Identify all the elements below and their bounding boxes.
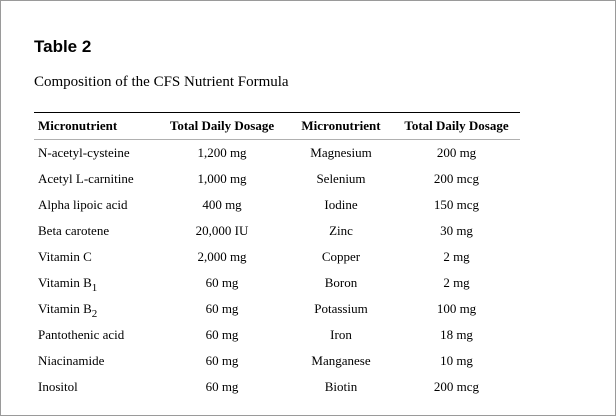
cell-micronutrient-1: Alpha lipoic acid xyxy=(34,192,155,218)
cell-micronutrient-1: Inositol xyxy=(34,374,155,400)
cell-micronutrient-1: Acetyl L-carnitine xyxy=(34,166,155,192)
micronutrient-name: Alpha lipoic acid xyxy=(38,197,128,212)
table-body: N-acetyl-cysteine 1,200 mg Magnesium 200 mg… xyxy=(34,140,520,401)
cell-dosage-1: 1,200 mg xyxy=(197,145,247,160)
cell-dosage-1: 60 mg xyxy=(205,327,239,342)
micronutrient-name: N-acetyl-cysteine xyxy=(38,145,130,160)
table-row: Vitamin C 2,000 mg Copper 2 mg xyxy=(34,244,520,270)
table-row: Alpha lipoic acid 400 mg Iodine 150 mcg xyxy=(34,192,520,218)
cell-dosage-2: 200 mcg xyxy=(433,171,480,186)
cell-dosage-2: 2 mg xyxy=(443,249,470,264)
cell-dosage-2: 150 mcg xyxy=(433,197,480,212)
cell-micronutrient-1: Niacinamide xyxy=(34,348,155,374)
micronutrient-name: Vitamin B xyxy=(38,275,92,290)
cell-dosage-1: 20,000 IU xyxy=(195,223,249,238)
header-micronutrient-2: Micronutrient xyxy=(301,118,381,133)
cell-dosage-1: 60 mg xyxy=(205,379,239,394)
micronutrient-name: Beta carotene xyxy=(38,223,110,238)
cell-dosage-1: 60 mg xyxy=(205,301,239,316)
table-row: Acetyl L-carnitine 1,000 mg Selenium 200 mc… xyxy=(34,166,520,192)
micronutrient-name: Vitamin B xyxy=(38,301,92,316)
vitamin-subscript: 1 xyxy=(91,282,98,294)
cell-micronutrient-1: Vitamin B2 xyxy=(34,296,155,322)
micronutrient-name: Pantothenic acid xyxy=(38,327,125,342)
table-header-row: Micronutrient Total Daily Dosage Micronu… xyxy=(34,112,520,140)
cell-dosage-2: 200 mg xyxy=(436,145,477,160)
cell-micronutrient-1: Beta carotene xyxy=(34,218,155,244)
cell-micronutrient-2: Potassium xyxy=(314,301,368,316)
cell-micronutrient-1: Pantothenic acid xyxy=(34,322,155,348)
micronutrient-name: Acetyl L-carnitine xyxy=(38,171,134,186)
table-row: Beta carotene 20,000 IU Zinc 30 mg xyxy=(34,218,520,244)
cell-dosage-1: 60 mg xyxy=(205,275,239,290)
cell-dosage-2: 10 mg xyxy=(440,353,473,368)
micronutrient-name: Inositol xyxy=(38,379,78,394)
table-row: Inositol 60 mg Biotin 200 mcg xyxy=(34,374,520,400)
cell-micronutrient-2: Zinc xyxy=(329,223,353,238)
table-caption: Composition of the CFS Nutrient Formula xyxy=(34,74,289,90)
cell-dosage-2: 30 mg xyxy=(440,223,473,238)
cell-micronutrient-2: Manganese xyxy=(311,353,371,368)
cell-dosage-1: 2,000 mg xyxy=(197,249,247,264)
cell-micronutrient-2: Copper xyxy=(321,249,361,264)
header-dosage-1: Total Daily Dosage xyxy=(169,118,275,133)
cell-micronutrient-2: Iodine xyxy=(324,197,358,212)
cell-micronutrient-2: Boron xyxy=(324,275,358,290)
header-dosage-2: Total Daily Dosage xyxy=(404,118,509,133)
micronutrient-name: Vitamin C xyxy=(38,249,92,264)
table-row: Niacinamide 60 mg Manganese 10 mg xyxy=(34,348,520,374)
cell-micronutrient-1: Vitamin B1 xyxy=(34,270,155,296)
micronutrient-name: Niacinamide xyxy=(38,353,105,368)
table-row: Pantothenic acid 60 mg Iron 18 mg xyxy=(34,322,520,348)
cell-micronutrient-1: N-acetyl-cysteine xyxy=(34,140,155,167)
table-title: Table 2 xyxy=(34,37,92,56)
cell-dosage-2: 2 mg xyxy=(443,275,470,290)
cell-dosage-2: 100 mg xyxy=(436,301,477,316)
table-row: N-acetyl-cysteine 1,200 mg Magnesium 200 mg xyxy=(34,140,520,167)
nutrient-table: Micronutrient Total Daily Dosage Micronu… xyxy=(34,112,520,400)
cell-micronutrient-2: Magnesium xyxy=(310,145,372,160)
cell-micronutrient-2: Iron xyxy=(330,327,352,342)
header-micronutrient-1: Micronutrient xyxy=(38,118,118,133)
cell-dosage-1: 400 mg xyxy=(202,197,242,212)
table-row: Vitamin B2 60 mg Potassium 100 mg xyxy=(34,296,520,322)
cell-dosage-2: 18 mg xyxy=(440,327,473,342)
vitamin-subscript: 2 xyxy=(91,308,98,320)
table-row: Vitamin B1 60 mg Boron 2 mg xyxy=(34,270,520,296)
cell-dosage-2: 200 mcg xyxy=(433,379,480,394)
cell-dosage-1: 60 mg xyxy=(205,353,239,368)
cell-dosage-1: 1,000 mg xyxy=(197,171,247,186)
cell-micronutrient-2: Biotin xyxy=(324,379,358,394)
cell-micronutrient-1: Vitamin C xyxy=(34,244,155,270)
cell-micronutrient-2: Selenium xyxy=(316,171,366,186)
